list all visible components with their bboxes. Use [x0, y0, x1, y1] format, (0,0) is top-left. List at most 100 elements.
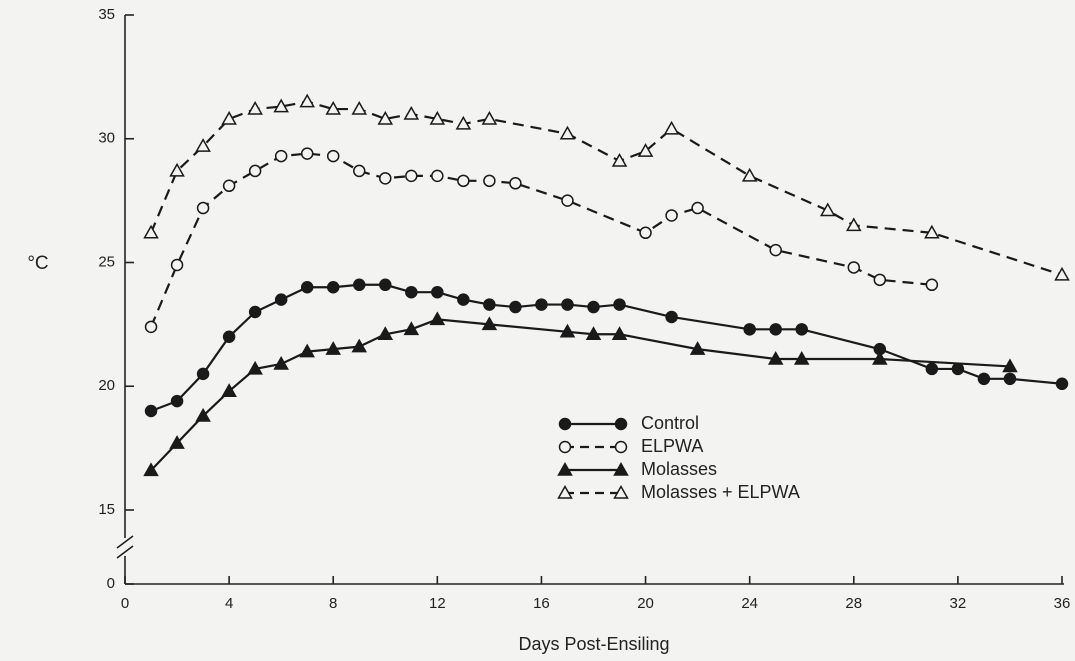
x-tick-label: 12 — [429, 595, 446, 612]
marker — [557, 484, 573, 499]
marker — [429, 311, 446, 326]
marker — [377, 110, 394, 125]
marker — [535, 298, 548, 311]
y-tick-label: 30 — [98, 130, 115, 147]
marker — [1003, 372, 1017, 386]
marker — [558, 440, 572, 454]
marker — [455, 115, 472, 130]
marker — [169, 162, 185, 177]
x-tick-label: 32 — [950, 595, 967, 612]
x-axis-label: Days Post-Ensiling — [518, 634, 669, 654]
marker — [611, 153, 628, 167]
marker — [299, 343, 315, 358]
marker — [326, 281, 340, 294]
marker — [300, 281, 314, 294]
marker — [248, 164, 262, 178]
marker — [429, 110, 446, 125]
marker — [872, 351, 888, 365]
marker — [691, 201, 704, 215]
marker — [431, 285, 444, 299]
marker — [195, 407, 211, 422]
y-tick-label: 15 — [98, 501, 115, 518]
marker — [769, 323, 782, 336]
marker — [639, 226, 652, 240]
marker — [614, 440, 628, 454]
marker — [273, 98, 289, 113]
marker — [793, 351, 810, 365]
marker — [481, 316, 498, 331]
marker — [403, 321, 420, 336]
axis-break — [116, 545, 134, 559]
marker — [663, 120, 680, 135]
x-tick-label: 28 — [845, 595, 862, 612]
marker — [613, 461, 629, 476]
marker — [353, 278, 366, 292]
marker — [170, 394, 184, 408]
marker — [457, 174, 470, 188]
legend-label: ELPWA — [641, 436, 703, 456]
legend-label: Molasses — [641, 459, 717, 479]
marker — [144, 404, 158, 418]
marker — [951, 362, 965, 376]
marker — [170, 258, 184, 272]
line — [150, 100, 1063, 276]
marker — [431, 169, 444, 183]
marker — [559, 323, 576, 338]
marker — [509, 177, 522, 190]
marker — [925, 278, 939, 292]
marker — [326, 149, 340, 163]
marker — [247, 101, 263, 115]
marker — [222, 179, 236, 193]
legend-label: Molasses + ELPWA — [641, 482, 800, 502]
marker — [325, 341, 342, 355]
marker — [222, 330, 236, 343]
marker — [300, 147, 314, 160]
marker — [247, 360, 263, 375]
marker — [405, 169, 418, 183]
marker — [611, 326, 628, 341]
marker — [353, 164, 366, 178]
marker — [637, 143, 654, 157]
marker — [795, 323, 808, 336]
marker — [561, 298, 574, 311]
marker — [613, 298, 626, 311]
marker — [274, 293, 288, 306]
marker — [299, 93, 315, 108]
marker — [274, 149, 288, 163]
marker — [665, 209, 678, 222]
marker — [743, 323, 756, 336]
marker — [873, 273, 887, 287]
marker — [924, 224, 940, 239]
marker — [557, 461, 573, 476]
marker — [483, 298, 496, 311]
marker — [144, 320, 158, 334]
marker — [614, 417, 628, 431]
y-axis-label: °C — [27, 253, 48, 274]
marker — [248, 305, 262, 319]
marker — [1054, 266, 1070, 281]
marker — [403, 105, 420, 120]
marker — [196, 201, 210, 215]
y-tick-label: 0 — [107, 575, 115, 592]
marker — [561, 194, 574, 207]
marker — [665, 310, 678, 324]
marker — [405, 285, 418, 299]
marker — [977, 372, 991, 386]
marker — [169, 435, 185, 449]
marker — [509, 300, 522, 314]
x-tick-label: 8 — [329, 595, 337, 612]
y-tick-label: 25 — [98, 253, 115, 270]
y-tick-label: 20 — [98, 377, 115, 394]
marker — [351, 101, 368, 115]
legend-label: Control — [641, 413, 699, 433]
marker — [143, 462, 159, 477]
marker — [767, 351, 784, 365]
marker — [377, 326, 394, 341]
x-tick-label: 0 — [121, 595, 129, 612]
axis-break — [116, 535, 134, 549]
marker — [847, 261, 861, 274]
marker — [195, 138, 211, 152]
x-tick-label: 24 — [741, 595, 758, 612]
